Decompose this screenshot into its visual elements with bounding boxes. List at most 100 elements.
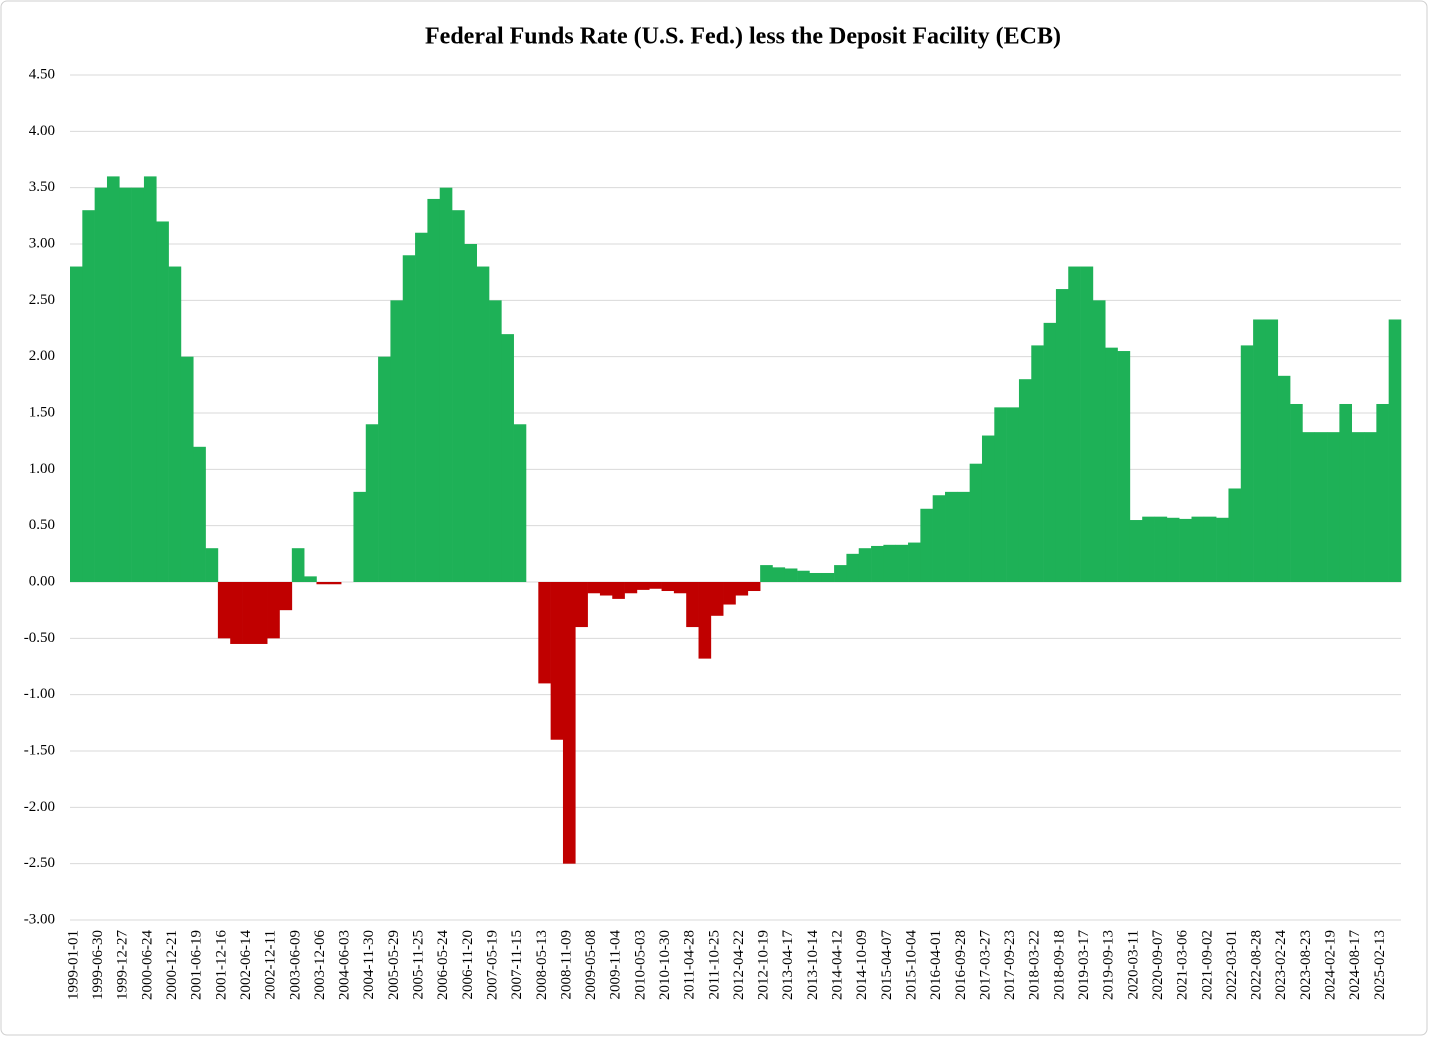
bar (1142, 516, 1155, 582)
bar (834, 565, 847, 582)
bar (131, 187, 145, 582)
x-tick-label: 2006-11-20 (460, 930, 476, 999)
bar (686, 582, 699, 628)
bar (328, 582, 342, 585)
bar (1240, 345, 1254, 582)
bar (291, 548, 305, 582)
bar (464, 244, 477, 582)
x-tick-label: 1999-01-01 (65, 930, 81, 1000)
y-tick-label: -1.50 (24, 742, 55, 758)
bar (624, 582, 638, 594)
bar (242, 582, 256, 644)
x-tick-label: 2005-05-29 (386, 930, 402, 1000)
y-tick-label: 1.00 (29, 461, 55, 477)
bar (1351, 432, 1365, 582)
bar (710, 582, 724, 616)
bar (908, 542, 921, 582)
x-tick-label: 1999-12-27 (115, 930, 131, 1000)
bar (501, 334, 514, 582)
bar (1092, 300, 1106, 582)
y-tick-label: 2.50 (29, 292, 55, 308)
bar (858, 548, 872, 582)
bar (1117, 351, 1131, 582)
bar (846, 553, 860, 582)
y-tick-label: 4.50 (29, 66, 55, 82)
bar (661, 582, 675, 592)
x-tick-label: 2003-06-09 (287, 930, 303, 1000)
x-tick-label: 2004-11-30 (361, 930, 377, 999)
x-tick-label: 2010-05-03 (632, 930, 648, 1000)
bar (920, 508, 933, 582)
bar (365, 424, 379, 582)
bar (871, 545, 884, 582)
x-tick-label: 2021-03-06 (1175, 930, 1191, 1000)
bar (772, 567, 786, 582)
bar (1018, 379, 1032, 582)
bar (895, 544, 909, 582)
x-tick-label: 2015-10-04 (903, 930, 919, 1000)
x-tick-label: 2014-10-09 (854, 930, 870, 1000)
x-tick-label: 2013-04-17 (780, 930, 796, 1000)
bar (1364, 432, 1377, 582)
bar (994, 407, 1007, 582)
bar (143, 176, 157, 582)
x-tick-label: 2024-02-19 (1322, 930, 1338, 1000)
y-tick-label: 0.00 (29, 573, 55, 589)
bar (698, 582, 712, 659)
bar (1043, 322, 1057, 582)
bar (932, 495, 946, 582)
x-tick-label: 2004-06-03 (337, 930, 353, 1000)
bar (193, 446, 206, 582)
bar (809, 572, 823, 582)
bar (969, 463, 983, 582)
x-tick-label: 2010-10-30 (657, 930, 673, 1000)
bar (1105, 347, 1118, 582)
y-tick-label: 0.50 (29, 517, 55, 533)
x-tick-label: 2012-10-19 (756, 930, 772, 1000)
bar (562, 582, 576, 864)
bar (513, 424, 527, 582)
x-tick-label: 2002-06-14 (238, 930, 254, 1000)
bar (1376, 403, 1389, 582)
y-tick-label: -2.50 (24, 855, 55, 871)
x-tick-label: 2015-04-07 (879, 930, 895, 1000)
x-tick-label: 1999-06-30 (90, 930, 106, 1000)
x-tick-label: 2005-11-25 (411, 930, 427, 999)
y-tick-label: 3.00 (29, 235, 55, 251)
y-tick-label: 2.00 (29, 348, 55, 364)
y-tick-label: -2.00 (24, 799, 55, 815)
bar (119, 187, 132, 582)
x-tick-label: 2018-03-22 (1027, 930, 1043, 1000)
bar (106, 176, 120, 582)
x-tick-label: 2024-08-17 (1347, 930, 1363, 1000)
x-tick-label: 2011-10-25 (706, 930, 722, 999)
bar (550, 582, 564, 740)
x-tick-label: 2006-05-24 (435, 930, 451, 1000)
x-tick-label: 2025-02-13 (1372, 930, 1388, 1000)
x-tick-label: 2014-04-12 (830, 930, 846, 1000)
bar (538, 582, 551, 684)
bar (353, 491, 367, 582)
bar (267, 582, 280, 639)
x-tick-label: 2016-09-28 (953, 930, 969, 1000)
bar (1314, 432, 1328, 582)
bar (94, 187, 108, 582)
bar (254, 582, 268, 644)
bar (1228, 488, 1242, 582)
x-tick-label: 2003-12-06 (312, 930, 328, 1000)
bar (180, 356, 194, 582)
bar (1154, 516, 1168, 582)
bar (168, 266, 182, 582)
bar (1129, 520, 1143, 582)
bar (649, 582, 662, 589)
bar (1068, 266, 1081, 582)
bar (415, 232, 428, 582)
bar (760, 565, 773, 582)
bar (304, 576, 317, 582)
bar (1203, 516, 1217, 582)
bar (230, 582, 243, 644)
bar (1277, 375, 1291, 582)
bar (1216, 517, 1229, 582)
